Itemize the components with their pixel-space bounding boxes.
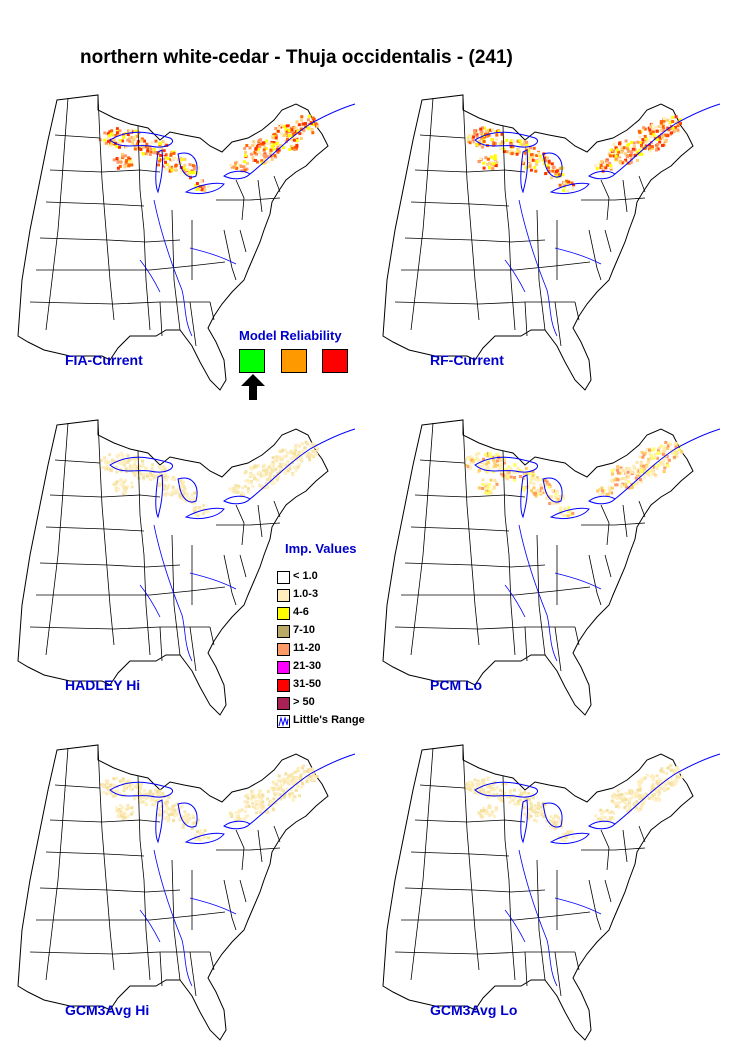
map-label-fia-current: FIA-Current <box>65 352 143 368</box>
up-arrow-icon <box>241 374 265 400</box>
range-icon <box>277 715 290 728</box>
map-fia-current <box>17 94 356 391</box>
map-label-rf-current: RF-Current <box>430 352 504 368</box>
map-gcm3avg-lo <box>382 744 721 1041</box>
page-title: northern white-cedar - Thuja occidentali… <box>80 47 513 68</box>
map-hadley-hi <box>17 419 356 716</box>
map-rf-current <box>382 94 721 391</box>
map-label-gcm3avg-lo: GCM3Avg Lo <box>430 1002 518 1018</box>
model-reliability-title: Model Reliability <box>239 328 342 343</box>
legend-title: Imp. Values <box>285 541 357 556</box>
map-label-pcm-lo: PCM Lo <box>430 677 483 693</box>
map-pcm-lo <box>382 419 721 716</box>
reliability-low-box <box>322 349 348 373</box>
reliability-medium-box <box>281 349 307 373</box>
reliability-high-box <box>239 349 265 373</box>
map-label-gcm3avg-hi: GCM3Avg Hi <box>65 1002 150 1018</box>
map-label-hadley-hi: HADLEY Hi <box>65 677 141 693</box>
map-gcm3avg-hi <box>17 744 356 1041</box>
